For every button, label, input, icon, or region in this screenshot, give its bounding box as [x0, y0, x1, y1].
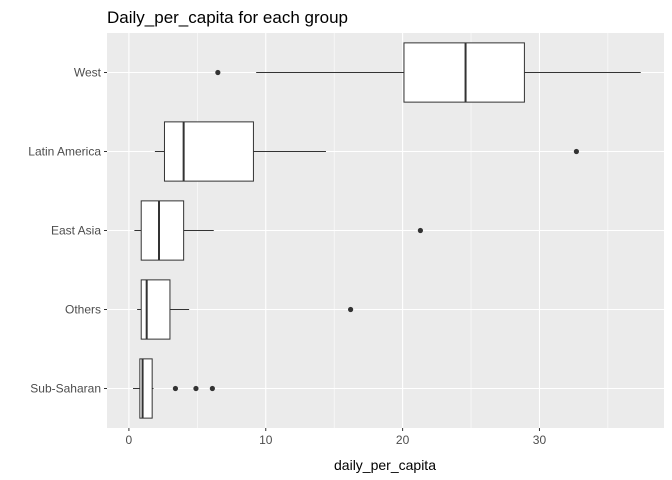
y-tick-label: Latin America [28, 145, 101, 159]
chart-title: Daily_per_capita for each group [107, 8, 348, 27]
outlier-point [215, 69, 221, 76]
box [403, 42, 525, 103]
box [163, 121, 254, 182]
boxplot-east-asia [134, 200, 423, 261]
outlier-point [172, 385, 179, 392]
outlier-point [193, 385, 199, 392]
boxplot-others [137, 279, 354, 340]
box [140, 279, 171, 340]
x-tick-label: 0 [126, 433, 133, 447]
x-axis-ticks: 0 10 20 30 [126, 428, 547, 447]
y-tick-label: Sub-Saharan [30, 382, 101, 396]
x-tick-label: 10 [259, 433, 273, 447]
y-axis-ticks: West Latin America East Asia Others Sub-Saha… [28, 66, 107, 396]
outlier-point [417, 227, 423, 234]
box [140, 200, 185, 261]
y-tick-label: Others [65, 303, 101, 317]
boxplot-latin-america [154, 121, 580, 182]
boxplots [133, 42, 641, 419]
boxplot-west [215, 42, 641, 103]
boxplot-sub-saharan [133, 358, 215, 419]
y-tick-label: West [74, 66, 102, 80]
outlier-point [348, 306, 354, 313]
outlier-point [573, 148, 580, 155]
y-tick-label: East Asia [51, 224, 101, 238]
x-tick-label: 30 [533, 433, 547, 447]
x-tick-label: 20 [396, 433, 410, 447]
outlier-point [209, 385, 215, 392]
x-axis-title: daily_per_capita [334, 457, 436, 473]
